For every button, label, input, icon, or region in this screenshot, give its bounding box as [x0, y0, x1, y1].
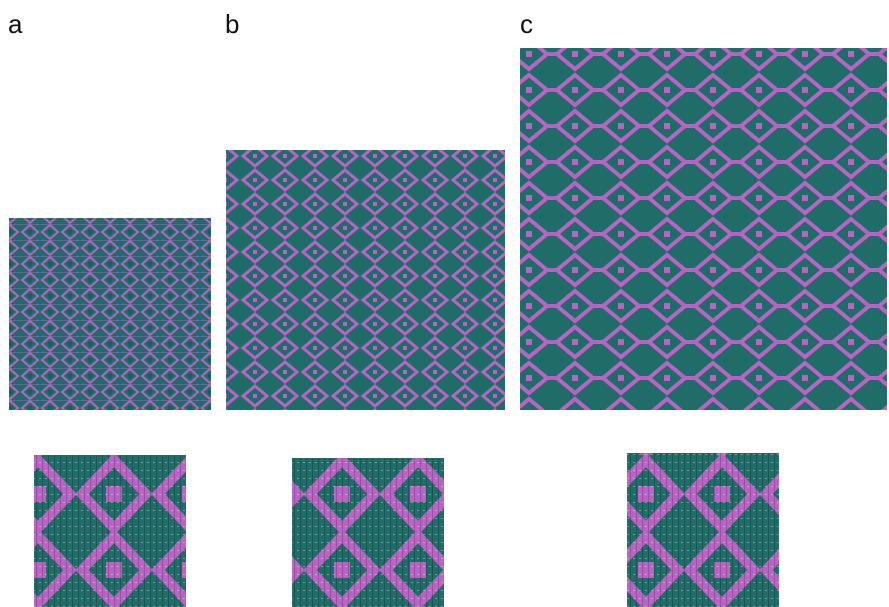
fabric-image	[9, 218, 211, 410]
fabric-image	[520, 48, 887, 410]
panel-label: c	[520, 9, 533, 39]
figure: a b c	[0, 0, 889, 607]
thread-texture	[627, 453, 779, 607]
panel-label: a	[8, 9, 23, 39]
thread-texture	[292, 458, 444, 607]
panel-label: b	[225, 9, 239, 39]
fabric-image	[226, 150, 505, 410]
thread-texture	[34, 455, 186, 607]
page: a b c (() => { const data = JSON.parse(d…	[0, 0, 889, 607]
